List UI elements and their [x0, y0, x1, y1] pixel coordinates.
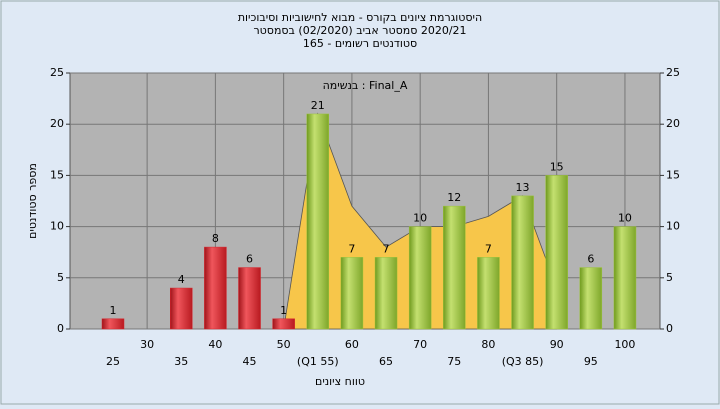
bar	[204, 246, 227, 330]
y2-tick-label: 25	[666, 66, 680, 79]
x-tick-label: 95	[584, 355, 598, 368]
value-label: 6	[246, 253, 253, 266]
value-label: 1	[280, 304, 287, 317]
x-tick-label: 65	[379, 355, 393, 368]
y2-tick-label: 15	[666, 168, 680, 181]
value-label: 13	[516, 181, 530, 194]
value-label: 4	[178, 273, 185, 286]
bar	[306, 113, 330, 330]
y-tick-label: 5	[57, 271, 64, 284]
y2-tick-label: 20	[666, 117, 680, 130]
x-axis-label: טווח ציונים	[315, 375, 365, 388]
x-tick-label: (Q3 85)	[502, 355, 544, 368]
x-tick-label: 100	[614, 338, 635, 351]
bar	[579, 267, 603, 330]
y-axis-label: מספר סטודנטים	[26, 163, 39, 239]
bar	[101, 318, 125, 330]
title-line: היסטוגרמת ציונים בקורס - מבוא לחישוביות …	[238, 11, 482, 24]
x-tick-label: 50	[277, 338, 291, 351]
y-tick-label: 15	[50, 168, 64, 181]
value-label: 6	[587, 253, 594, 266]
bar	[613, 226, 637, 330]
bar	[545, 175, 568, 330]
x-tick-label: 90	[550, 338, 564, 351]
x-tick-label: 35	[174, 355, 188, 368]
x-tick-label: 30	[140, 338, 154, 351]
x-tick-label: 40	[208, 338, 222, 351]
bar	[340, 257, 364, 330]
bar	[238, 267, 261, 330]
y-tick-label: 0	[57, 322, 64, 335]
value-label: 7	[348, 242, 355, 255]
value-label: 8	[212, 232, 219, 245]
x-tick-label: 80	[481, 338, 495, 351]
bar	[408, 226, 432, 330]
bar	[374, 257, 398, 330]
y2-tick-label: 10	[666, 220, 680, 233]
bar	[170, 287, 193, 330]
annotation: Final_A : בנשימה	[323, 79, 408, 92]
value-label: 7	[383, 242, 390, 255]
value-label: 7	[485, 242, 492, 255]
value-label: 10	[413, 212, 427, 225]
bar	[511, 195, 534, 330]
value-label: 12	[447, 191, 461, 204]
x-tick-label: 25	[106, 355, 120, 368]
bar	[477, 257, 500, 330]
x-tick-label: (Q1 55)	[297, 355, 339, 368]
y-tick-label: 25	[50, 66, 64, 79]
value-label: 10	[618, 212, 632, 225]
y-tick-label: 20	[50, 117, 64, 130]
title-line: סטודנטים רשומים - 165	[303, 37, 417, 50]
y2-tick-label: 5	[666, 271, 673, 284]
x-tick-label: 60	[345, 338, 359, 351]
title-line: 2020/21 סמסטר אביב (02/2020) בסמסטר	[253, 24, 466, 37]
y2-tick-label: 0	[666, 322, 673, 335]
bar	[272, 318, 295, 330]
y-tick-label: 10	[50, 220, 64, 233]
x-tick-label: 45	[243, 355, 257, 368]
bar	[443, 205, 466, 330]
x-tick-label: 70	[413, 338, 427, 351]
value-label: 21	[311, 99, 325, 112]
value-label: 1	[110, 304, 117, 317]
value-label: 15	[550, 160, 564, 173]
x-tick-label: 75	[447, 355, 461, 368]
